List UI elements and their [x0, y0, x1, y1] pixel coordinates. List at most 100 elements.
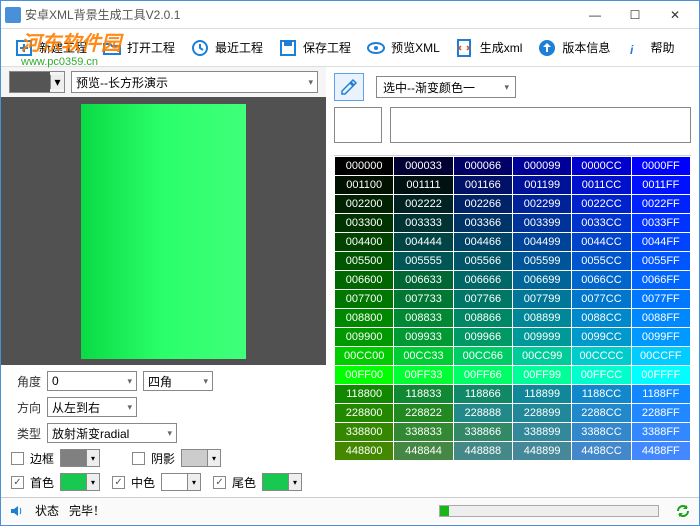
color-cell[interactable]: 000099 [512, 157, 571, 176]
color-cell[interactable]: 448844 [394, 442, 453, 461]
color-cell[interactable]: 001111 [394, 176, 453, 195]
color-cell[interactable]: 3388CC [572, 423, 631, 442]
color-cell[interactable]: 0000CC [572, 157, 631, 176]
start-color-dropdown[interactable]: ▾ [60, 473, 100, 491]
color-cell[interactable]: 0000FF [631, 157, 690, 176]
open-project-button[interactable]: 打开工程 [95, 35, 181, 61]
color-cell[interactable]: 1188FF [631, 385, 690, 404]
color-cell[interactable]: 118833 [394, 385, 453, 404]
color-cell[interactable]: 2288FF [631, 404, 690, 423]
color-cell[interactable]: 005500 [335, 252, 394, 271]
color-cell[interactable]: 00FF00 [335, 366, 394, 385]
color-cell[interactable]: 007766 [453, 290, 512, 309]
color-cell[interactable]: 006633 [394, 271, 453, 290]
direction-select[interactable]: 从左到右▾ [47, 397, 137, 417]
color-cell[interactable]: 003366 [453, 214, 512, 233]
color-cell[interactable]: 005555 [394, 252, 453, 271]
color-cell[interactable]: 000066 [453, 157, 512, 176]
color-cell[interactable]: 0022CC [572, 195, 631, 214]
color-cell[interactable]: 00FF66 [453, 366, 512, 385]
mid-color-dropdown[interactable]: ▾ [161, 473, 201, 491]
color-cell[interactable]: 002299 [512, 195, 571, 214]
end-color-dropdown[interactable]: ▾ [262, 473, 302, 491]
color-cell[interactable]: 448800 [335, 442, 394, 461]
color-cell[interactable]: 00FFCC [572, 366, 631, 385]
color-cell[interactable]: 002222 [394, 195, 453, 214]
color-cell[interactable]: 007700 [335, 290, 394, 309]
color-cell[interactable]: 004499 [512, 233, 571, 252]
color-cell[interactable]: 0055CC [572, 252, 631, 271]
color-cell[interactable]: 00FFFF [631, 366, 690, 385]
color-cell[interactable]: 0099CC [572, 328, 631, 347]
color-cell[interactable]: 009933 [394, 328, 453, 347]
color-cell[interactable]: 0099FF [631, 328, 690, 347]
color-cell[interactable]: 001166 [453, 176, 512, 195]
color-cell[interactable]: 118866 [453, 385, 512, 404]
color-cell[interactable]: 006699 [512, 271, 571, 290]
color-cell[interactable]: 008833 [394, 309, 453, 328]
color-cell[interactable]: 008866 [453, 309, 512, 328]
new-project-button[interactable]: 新建工程 [7, 35, 93, 61]
color-cell[interactable]: 003399 [512, 214, 571, 233]
color-cell[interactable]: 228822 [394, 404, 453, 423]
color-cell[interactable]: 00FF99 [512, 366, 571, 385]
color-cell[interactable]: 2288CC [572, 404, 631, 423]
color-cell[interactable]: 338899 [512, 423, 571, 442]
border-checkbox[interactable] [11, 452, 24, 465]
minimize-button[interactable]: — [575, 3, 615, 27]
color-cell[interactable]: 1188CC [572, 385, 631, 404]
color-cell[interactable]: 0055FF [631, 252, 690, 271]
start-color-checkbox[interactable] [11, 476, 24, 489]
color-cell[interactable]: 009900 [335, 328, 394, 347]
color-cell[interactable]: 0066CC [572, 271, 631, 290]
color-cell[interactable]: 007799 [512, 290, 571, 309]
color-cell[interactable]: 228899 [512, 404, 571, 423]
help-button[interactable]: i 帮助 [618, 35, 680, 61]
close-button[interactable]: ✕ [655, 3, 695, 27]
color-cell[interactable]: 448888 [453, 442, 512, 461]
preview-xml-button[interactable]: 预览XML [359, 35, 446, 61]
version-button[interactable]: 版本信息 [530, 35, 616, 61]
color-cell[interactable]: 005599 [512, 252, 571, 271]
maximize-button[interactable]: ☐ [615, 3, 655, 27]
corner-select[interactable]: 四角▾ [143, 371, 213, 391]
hex-input[interactable] [390, 107, 691, 143]
color-cell[interactable]: 003333 [394, 214, 453, 233]
color-cell[interactable]: 004444 [394, 233, 453, 252]
color-cell[interactable]: 00CCCC [572, 347, 631, 366]
preview-shape-select[interactable]: 预览--长方形演示▾ [71, 71, 318, 93]
color-cell[interactable]: 0077FF [631, 290, 690, 309]
refresh-icon[interactable] [675, 503, 691, 519]
color-cell[interactable]: 228800 [335, 404, 394, 423]
color-cell[interactable]: 006666 [453, 271, 512, 290]
color-cell[interactable]: 000033 [394, 157, 453, 176]
color-cell[interactable]: 0088CC [572, 309, 631, 328]
color-cell[interactable]: 00CC00 [335, 347, 394, 366]
color-cell[interactable]: 001199 [512, 176, 571, 195]
color-cell[interactable]: 006600 [335, 271, 394, 290]
color-cell[interactable]: 4488CC [572, 442, 631, 461]
color-cell[interactable]: 0066FF [631, 271, 690, 290]
color-cell[interactable]: 009999 [512, 328, 571, 347]
color-cell[interactable]: 338866 [453, 423, 512, 442]
color-cell[interactable]: 338833 [394, 423, 453, 442]
color-cell[interactable]: 0088FF [631, 309, 690, 328]
color-cell[interactable]: 004400 [335, 233, 394, 252]
color-cell[interactable]: 001100 [335, 176, 394, 195]
color-cell[interactable]: 005566 [453, 252, 512, 271]
color-cell[interactable]: 118899 [512, 385, 571, 404]
color-cell[interactable]: 118800 [335, 385, 394, 404]
color-cell[interactable]: 004466 [453, 233, 512, 252]
color-cell[interactable]: 007733 [394, 290, 453, 309]
color-cell[interactable]: 0044CC [572, 233, 631, 252]
color-cell[interactable]: 002266 [453, 195, 512, 214]
color-cell[interactable]: 338800 [335, 423, 394, 442]
border-color-dropdown[interactable]: ▾ [60, 449, 100, 467]
color-cell[interactable]: 00CC99 [512, 347, 571, 366]
gradient-color-select[interactable]: 选中--渐变颜色一▾ [376, 76, 516, 98]
color-cell[interactable]: 0033FF [631, 214, 690, 233]
shadow-color-dropdown[interactable]: ▾ [181, 449, 221, 467]
sound-icon[interactable] [9, 503, 25, 519]
color-cell[interactable]: 00CCFF [631, 347, 690, 366]
bg-color-dropdown[interactable]: ▾ [9, 71, 65, 93]
